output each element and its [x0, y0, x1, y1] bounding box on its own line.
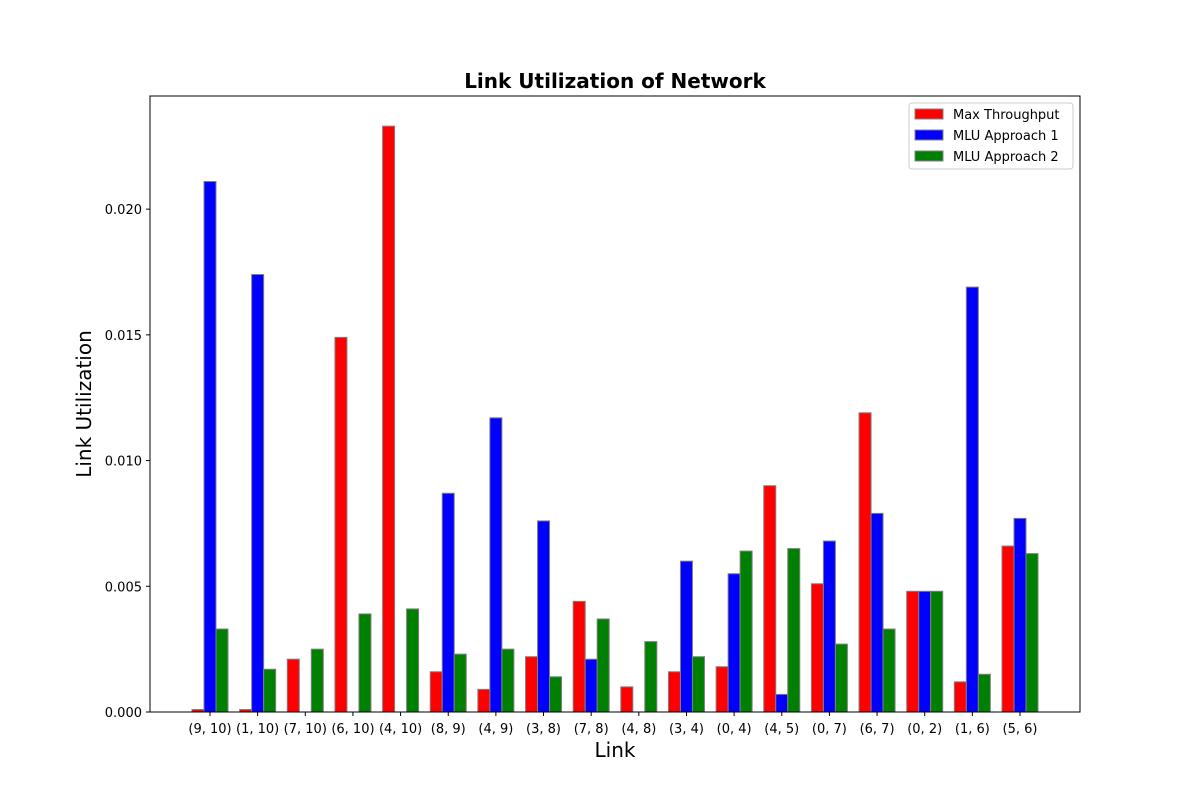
x-tick-label: (0, 7): [812, 722, 847, 737]
legend: Max Throughput MLU Approach 1 MLU Approach…: [908, 102, 1074, 170]
y-tick-label: 0.010: [105, 455, 142, 470]
bar: [930, 590, 944, 713]
chart-title: Link Utilization of Network: [464, 69, 766, 93]
bar: [263, 668, 277, 713]
x-tick-label: (4, 5): [764, 722, 799, 737]
bar: [965, 286, 979, 713]
bar: [953, 681, 967, 713]
y-axis: 0.000 0.005 0.010 0.015 0.020: [105, 203, 150, 721]
bar: [858, 412, 872, 713]
bar: [870, 512, 884, 713]
bar: [644, 641, 658, 713]
bar: [215, 628, 229, 713]
bar: [763, 485, 777, 713]
y-tick-label: 0.020: [105, 203, 142, 218]
x-axis: (9, 10) (1, 10) (7, 10) (6, 10) (4, 10) (8, 9…: [188, 712, 1037, 737]
bar: [358, 613, 372, 713]
bar: [441, 492, 455, 713]
series-3: [215, 548, 1039, 713]
legend-swatch: [914, 108, 944, 120]
bar: [715, 666, 729, 713]
bar: [572, 600, 586, 713]
x-tick-label: (4, 10): [379, 722, 422, 737]
x-tick-label: (9, 10): [188, 722, 231, 737]
bar: [453, 653, 467, 713]
legend-label: MLU Approach 2: [953, 150, 1059, 165]
bar: [334, 336, 348, 713]
bar: [834, 643, 848, 713]
bar: [810, 583, 824, 713]
legend-box: [908, 102, 1074, 170]
bar: [525, 656, 539, 713]
bar: [882, 628, 896, 713]
bars-layer: [191, 125, 1039, 713]
bar: [477, 688, 491, 713]
bar: [251, 274, 265, 713]
legend-label: MLU Approach 1: [953, 129, 1059, 144]
x-tick-label: (8, 9): [431, 722, 466, 737]
bar: [537, 520, 551, 713]
bar: [739, 550, 753, 713]
bar: [775, 693, 789, 713]
bar: [977, 673, 991, 713]
bar: [549, 676, 563, 713]
y-tick-label: 0.005: [105, 580, 142, 595]
x-tick-label: (1, 10): [236, 722, 279, 737]
bar: [787, 548, 801, 713]
bar: [584, 658, 598, 713]
y-tick-label: 0.015: [105, 329, 142, 344]
bar: [620, 686, 634, 713]
x-tick-label: (4, 9): [478, 722, 513, 737]
bar: [203, 180, 217, 713]
x-tick-label: (5, 6): [1003, 722, 1038, 737]
bar: [667, 671, 681, 713]
x-tick-label: (6, 10): [331, 722, 374, 737]
bar: [906, 590, 920, 713]
plot-frame: [149, 95, 1081, 713]
x-tick-label: (0, 4): [717, 722, 752, 737]
bar: [489, 417, 503, 713]
bar: [406, 608, 420, 713]
x-tick-label: (1, 6): [955, 722, 990, 737]
x-tick-label: (6, 7): [860, 722, 895, 737]
y-axis-label: Link Utilization: [72, 330, 96, 478]
bar: [691, 656, 705, 713]
legend-label: Max Throughput: [953, 108, 1060, 123]
x-tick-label: (3, 8): [526, 722, 561, 737]
x-tick-label: (0, 2): [907, 722, 942, 737]
legend-swatch: [914, 129, 944, 141]
bar: [429, 671, 443, 713]
bar: [596, 618, 610, 713]
x-tick-label: (3, 4): [669, 722, 704, 737]
bar: [1025, 553, 1039, 713]
x-axis-label: Link: [595, 738, 636, 762]
bar: [1001, 545, 1015, 713]
bar: [1013, 517, 1027, 713]
series-2: [203, 180, 1027, 713]
x-tick-label: (7, 8): [574, 722, 609, 737]
bar: [310, 648, 324, 713]
x-tick-label: (4, 8): [621, 722, 656, 737]
bar: [822, 540, 836, 713]
bar: [679, 560, 693, 713]
legend-swatch: [914, 150, 944, 162]
bar: [727, 573, 741, 713]
x-tick-label: (7, 10): [284, 722, 327, 737]
bar: [382, 125, 396, 713]
bar: [918, 590, 932, 713]
y-tick-label: 0.000: [105, 706, 142, 721]
bar: [286, 658, 300, 713]
bar: [501, 648, 515, 713]
series-1: [191, 125, 1015, 713]
